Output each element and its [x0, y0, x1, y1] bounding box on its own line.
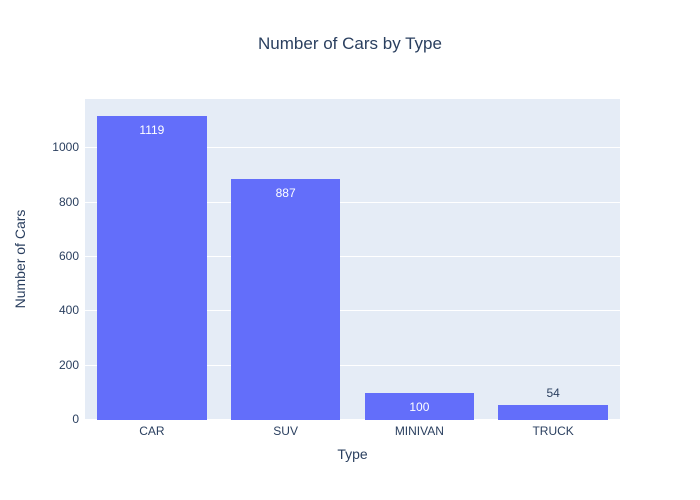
x-tick-label-car: CAR — [139, 424, 165, 438]
x-tick-label-truck: TRUCK — [532, 424, 574, 438]
x-axis-title: Type — [337, 446, 368, 462]
y-tick-label: 1000 — [52, 140, 79, 155]
bar-car — [97, 115, 207, 420]
chart-title: Number of Cars by Type — [258, 34, 442, 53]
y-tick-label: 600 — [58, 248, 79, 263]
bar-value-label-car: 1119 — [139, 122, 165, 137]
gridline-y-0 — [85, 419, 620, 420]
y-tick-label: 400 — [58, 303, 79, 318]
bar-value-label-minivan: 100 — [409, 399, 430, 414]
gridline-y-1000 — [85, 147, 620, 149]
y-tick-label: 0 — [72, 412, 79, 426]
bar-truck — [498, 405, 608, 420]
x-tick-label-minivan: MINIVAN — [394, 424, 444, 438]
bar-value-label-truck: 54 — [546, 386, 560, 401]
bar-value-label-suv: 887 — [275, 185, 296, 200]
y-tick-label: 800 — [58, 194, 79, 209]
x-tick-label-suv: SUV — [273, 424, 298, 438]
bar-minivan — [364, 392, 475, 420]
bar-suv — [230, 178, 341, 420]
plot-area: 1119 887 100 54 — [85, 99, 620, 420]
gridline-y-200 — [85, 364, 620, 366]
y-tick-label: 200 — [58, 357, 79, 372]
gridline-y-800 — [85, 201, 620, 203]
gridline-y-400 — [85, 310, 620, 312]
gridline-y-600 — [85, 255, 620, 257]
y-axis-title: Number of Cars — [12, 209, 28, 309]
